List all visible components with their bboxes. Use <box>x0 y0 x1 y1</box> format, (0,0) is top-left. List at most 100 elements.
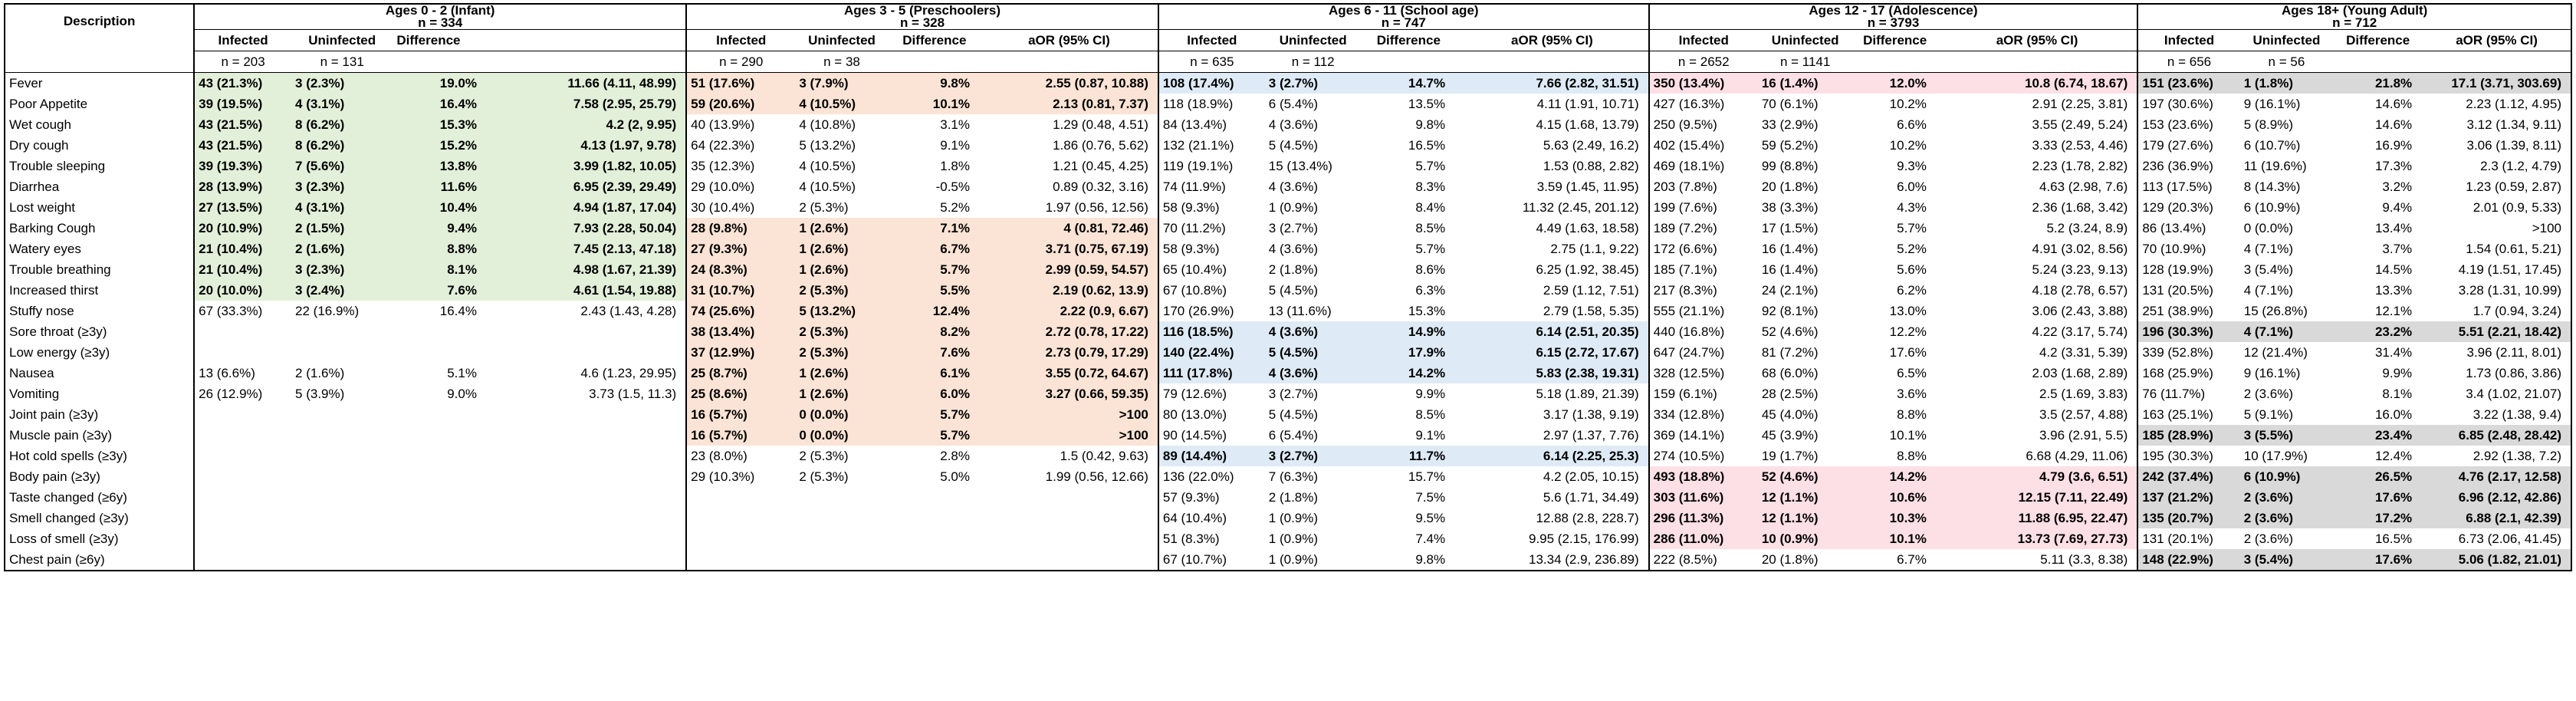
uninfected-value: 4 (7.1%) <box>2239 321 2334 342</box>
difference-value: 13.3% <box>2374 282 2413 298</box>
uninfected-value: 0 (0.0%) <box>795 404 889 425</box>
difference-value: 3.7% <box>2382 241 2413 256</box>
uninfected-value: 92 (8.1%) <box>1761 303 1819 318</box>
infected-value: 67 (10.7%) <box>1157 549 1265 571</box>
difference-value: 5.7% <box>1415 241 1446 256</box>
infected-value: 79 (12.6%) <box>1157 383 1265 404</box>
infected-value: 35 (12.3%) <box>685 156 796 176</box>
uninfected-value: 8 (6.2%) <box>291 135 393 156</box>
symptom-label: Diarrhea <box>3 176 195 197</box>
infected-value: 70 (10.9%) <box>2137 239 2240 259</box>
uninfected-value: 19 (1.7%) <box>1761 448 1819 463</box>
infected-value <box>193 446 292 466</box>
infected-value: 43 (21.3%) <box>193 72 292 94</box>
infected-value <box>193 549 292 571</box>
empty-cell <box>1852 51 1937 73</box>
difference-value: 10.1% <box>1852 528 1937 549</box>
uninfected-value: 3 (2.7%) <box>1264 72 1362 94</box>
infected-value: 24 (8.3%) <box>685 259 796 280</box>
difference-col-header: Difference <box>2333 29 2423 51</box>
infected-value: 168 (25.9%) <box>2137 363 2240 383</box>
aor-value: 2.75 (1.1, 9.22) <box>1550 241 1639 256</box>
table-row: Wet cough 43 (21.5%) 8 (6.2%) 15.3% 4.2 (2, … <box>3 114 2572 135</box>
difference-value: 7.6% <box>393 280 488 301</box>
infected-value: 137 (21.2%) <box>2137 487 2240 508</box>
uninfected-col-header: Uninfected <box>795 29 889 51</box>
infected-value <box>193 487 292 508</box>
aor-value: 11.32 (2.45, 201.12) <box>1522 199 1639 215</box>
aor-value <box>488 487 686 508</box>
infected-value <box>685 487 796 508</box>
infected-value: 222 (8.5%) <box>1648 549 1758 571</box>
aor-value: 17.1 (3.71, 303.69) <box>2423 72 2572 94</box>
aor-value: 4.11 (1.91, 10.71) <box>1536 96 1639 111</box>
aor-value: 3.28 (1.31, 10.99) <box>2423 280 2572 301</box>
uninfected-value: 4 (3.6%) <box>1268 179 1319 194</box>
aor-value: 2.99 (0.59, 54.57) <box>981 259 1158 280</box>
uninfected-value: 4 (10.8%) <box>799 117 856 132</box>
infected-value <box>193 508 292 528</box>
uninfected-value: 6 (10.7%) <box>2243 137 2301 153</box>
empty-cell <box>2333 51 2423 73</box>
difference-value: 16.4% <box>439 303 477 318</box>
infected-value: 21 (10.4%) <box>193 259 292 280</box>
uninfected-value: 4 (10.5%) <box>799 179 856 194</box>
group-title: Ages 3 - 5 (Preschoolers) <box>843 4 1001 18</box>
aor-value <box>981 508 1158 528</box>
difference-value: -0.5% <box>935 179 970 194</box>
aor-value: 4.63 (2.98, 7.6) <box>2039 179 2128 194</box>
difference-value: 7.4% <box>1415 531 1446 546</box>
uninfected-value <box>291 425 393 446</box>
aor-value: 5.51 (2.21, 18.42) <box>2423 321 2572 342</box>
infected-value: 27 (9.3%) <box>685 239 796 259</box>
difference-value: 10.1% <box>888 94 981 114</box>
aor-value <box>488 404 686 425</box>
infected-value: 172 (6.6%) <box>1648 239 1758 259</box>
infected-value: 86 (13.4%) <box>2137 218 2240 239</box>
group-title: Ages 6 - 11 (School age) <box>1329 4 1479 18</box>
infected-value: 140 (22.4%) <box>1157 342 1265 363</box>
uninfected-value: 2 (1.8%) <box>1268 489 1319 505</box>
infected-value: 57 (9.3%) <box>1157 487 1265 508</box>
uninfected-value: 52 (4.6%) <box>1761 324 1819 339</box>
difference-value: 6.5% <box>1897 365 1927 380</box>
uninfected-value: 2 (3.6%) <box>2239 508 2334 528</box>
infected-col-header: Infected <box>193 29 292 51</box>
difference-value: 15.3% <box>1408 303 1446 318</box>
symptom-label: Loss of smell (≥3y) <box>3 528 195 549</box>
aor-value: 4 (0.81, 72.46) <box>981 218 1158 239</box>
difference-value: 17.6% <box>1889 344 1927 360</box>
difference-value: 23.2% <box>2333 321 2423 342</box>
aor-value: 6.88 (2.1, 42.39) <box>2423 508 2572 528</box>
uninfected-value: 3 (2.7%) <box>1264 446 1362 466</box>
infected-value: 427 (16.3%) <box>1648 94 1758 114</box>
infected-value: 116 (18.5%) <box>1157 321 1265 342</box>
uninfected-value: 2 (5.3%) <box>799 448 849 463</box>
uninfected-value: 81 (7.2%) <box>1761 344 1819 360</box>
aor-value: 1.21 (0.45, 4.25) <box>1053 158 1148 173</box>
uninfected-value <box>291 342 393 363</box>
aor-value <box>488 508 686 528</box>
infected-value <box>193 466 292 487</box>
symptom-label: Poor Appetite <box>3 94 195 114</box>
aor-col-header: aOR (95% CI) <box>1937 29 2138 51</box>
uninfected-value: 0 (0.0%) <box>795 425 889 446</box>
table-row: Barking Cough 20 (10.9%) 2 (1.5%) 9.4% 7.93 … <box>3 218 2572 239</box>
aor-value: 6.73 (2.06, 41.45) <box>2423 528 2572 549</box>
symptom-label: Low energy (≥3y) <box>3 342 195 363</box>
infected-value: 647 (24.7%) <box>1648 342 1758 363</box>
difference-value: 5.0% <box>940 469 970 484</box>
uninfected-value: 8 (14.3%) <box>2243 179 2301 194</box>
symptom-label: Lost weight <box>3 197 195 218</box>
group-title: Ages 18+ (Young Adult) <box>2282 4 2428 18</box>
aor-value: 6.85 (2.48, 28.42) <box>2423 425 2572 446</box>
infected-value: 493 (18.8%) <box>1648 466 1758 487</box>
table-row: Loss of smell (≥3y) 51 (8.3%) 1 (0.9%) 7.4%… <box>3 528 2572 549</box>
uninfected-value <box>291 446 393 466</box>
infected-value: 84 (13.4%) <box>1157 114 1265 135</box>
infected-value: 28 (13.9%) <box>193 176 292 197</box>
infected-value: 242 (37.4%) <box>2137 466 2240 487</box>
table-row: Joint pain (≥3y) 16 (5.7%) 0 (0.0%) 5.7% >10… <box>3 404 2572 425</box>
uninfected-value <box>795 508 888 528</box>
infected-value: 131 (20.5%) <box>2137 280 2240 301</box>
